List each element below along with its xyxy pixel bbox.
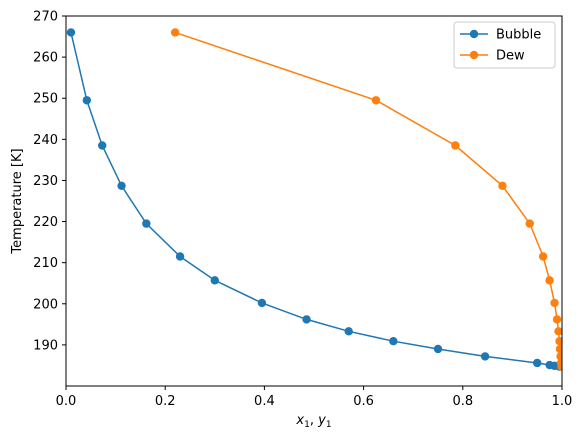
x-tick-label: 0.0	[56, 394, 77, 409]
data-point-dew	[550, 298, 559, 308]
data-point-dew	[538, 252, 548, 261]
y-tick-label: 270	[33, 10, 58, 25]
data-point-dew	[552, 315, 562, 324]
x-tick-label: 0.6	[353, 394, 374, 409]
x-tick-label: 0.4	[254, 394, 275, 409]
data-point-bubble	[98, 141, 107, 150]
legend-item-bubble: Bubble	[460, 28, 541, 43]
legend-item-dew: Dew	[460, 49, 525, 64]
legend-marker	[469, 29, 479, 39]
y-tick-label: 220	[33, 215, 58, 230]
series-bubble	[66, 28, 562, 371]
y-tick-label: 240	[33, 133, 58, 148]
y-tick-label: 230	[33, 174, 58, 189]
data-point-dew	[525, 219, 534, 228]
data-point-dew	[371, 96, 381, 105]
x-tick-label: 0.8	[452, 394, 473, 409]
series-line-bubble	[70, 32, 560, 368]
series-dew	[170, 28, 562, 371]
data-point-dew	[498, 181, 507, 190]
data-point-bubble	[257, 298, 267, 308]
y-tick-label: 250	[33, 92, 58, 107]
y-tick-label: 190	[33, 338, 58, 353]
data-point-bubble	[533, 358, 542, 368]
data-point-bubble	[142, 219, 151, 228]
legend-label: Dew	[496, 49, 525, 64]
y-tick-label: 200	[33, 297, 58, 312]
data-point-bubble	[433, 344, 443, 354]
data-point-bubble	[175, 252, 185, 261]
x-tick-label: 0.2	[155, 394, 176, 409]
y-axis-label: Temperature [K]	[10, 148, 25, 254]
data-point-bubble	[82, 96, 92, 105]
data-point-bubble	[480, 352, 490, 361]
data-point-bubble	[389, 336, 398, 346]
data-point-dew	[451, 141, 460, 150]
data-point-dew	[545, 276, 554, 285]
data-point-bubble	[302, 315, 311, 324]
data-point-dew	[557, 362, 562, 371]
data-point-dew	[556, 352, 562, 361]
data-point-bubble	[117, 181, 126, 190]
series-layer	[66, 28, 562, 371]
y-tick-label: 260	[33, 51, 58, 66]
data-point-bubble	[344, 327, 353, 336]
data-point-dew	[555, 336, 562, 346]
data-point-dew	[554, 327, 562, 336]
data-point-bubble	[210, 276, 219, 285]
axes-frame	[65, 15, 563, 387]
data-point-dew	[170, 28, 180, 37]
data-point-dew	[555, 344, 562, 354]
data-point-bubble	[66, 28, 76, 37]
series-line-dew	[174, 31, 562, 367]
x-axis-label: x1, y1	[295, 413, 331, 430]
legend-marker	[469, 50, 479, 60]
y-tick-label: 210	[33, 256, 58, 271]
legend: Bubble Dew	[453, 21, 556, 69]
ticks-layer: 0.0 0.2 0.4 0.6 0.8 1.0 190 200 210 220 230 240 250 2…	[33, 10, 572, 410]
legend-label: Bubble	[496, 28, 541, 43]
x-tick-label: 1.0	[552, 394, 573, 409]
